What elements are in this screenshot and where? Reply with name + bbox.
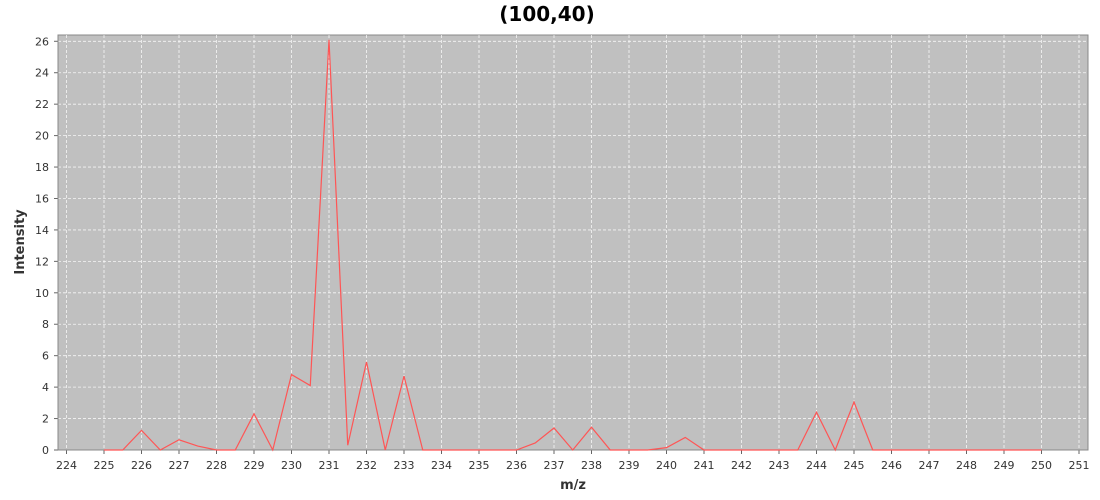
x-tick-label: 233 — [394, 459, 415, 472]
x-tick-label: 236 — [506, 459, 527, 472]
x-tick-label: 246 — [881, 459, 902, 472]
x-tick-label: 229 — [244, 459, 265, 472]
x-tick-label: 232 — [356, 459, 377, 472]
y-tick-label: 0 — [42, 444, 49, 457]
y-tick-label: 26 — [35, 35, 49, 48]
y-tick-label: 24 — [35, 67, 49, 80]
y-tick-label: 12 — [35, 255, 49, 268]
x-tick-label: 241 — [694, 459, 715, 472]
y-tick-label: 8 — [42, 318, 49, 331]
x-tick-label: 225 — [94, 459, 115, 472]
series-layer — [104, 39, 1042, 452]
y-axis-label: Intensity — [13, 209, 28, 275]
tick-labels: 224 225 226 227 228 229 230 231 232 233 234 235 236 2… — [35, 35, 1090, 472]
chart-title: (100,40) — [499, 2, 594, 26]
x-tick-label: 231 — [319, 459, 340, 472]
y-tick-label: 16 — [35, 192, 49, 205]
x-tick-label: 240 — [656, 459, 677, 472]
x-tick-label: 243 — [769, 459, 790, 472]
y-tick-label: 2 — [42, 413, 49, 426]
x-tick-label: 251 — [1069, 459, 1090, 472]
series-line — [104, 39, 1042, 452]
y-tick-label: 20 — [35, 130, 49, 143]
y-tick-label: 6 — [42, 350, 49, 363]
x-tick-label: 245 — [844, 459, 865, 472]
x-tick-label: 247 — [919, 459, 940, 472]
y-tick-label: 18 — [35, 161, 49, 174]
x-tick-label: 228 — [206, 459, 227, 472]
x-axis-label: m/z — [560, 478, 586, 493]
x-tick-label: 250 — [1031, 459, 1052, 472]
x-tick-label: 249 — [994, 459, 1015, 472]
x-tick-label: 234 — [431, 459, 452, 472]
x-tick-label: 227 — [169, 459, 190, 472]
x-tick-label: 226 — [131, 459, 152, 472]
y-tick-label: 10 — [35, 287, 49, 300]
grid — [58, 35, 1088, 451]
x-tick-label: 224 — [56, 459, 77, 472]
x-tick-label: 239 — [619, 459, 640, 472]
x-tick-label: 244 — [806, 459, 827, 472]
y-tick-label: 4 — [42, 381, 49, 394]
x-tick-label: 248 — [956, 459, 977, 472]
x-tick-label: 230 — [281, 459, 302, 472]
y-tick-label: 14 — [35, 224, 49, 237]
x-tick-label: 237 — [544, 459, 565, 472]
x-tick-label: 238 — [581, 459, 602, 472]
x-tick-label: 235 — [469, 459, 490, 472]
x-tick-label: 242 — [731, 459, 752, 472]
y-tick-label: 22 — [35, 98, 49, 111]
plot-area — [57, 34, 1089, 451]
